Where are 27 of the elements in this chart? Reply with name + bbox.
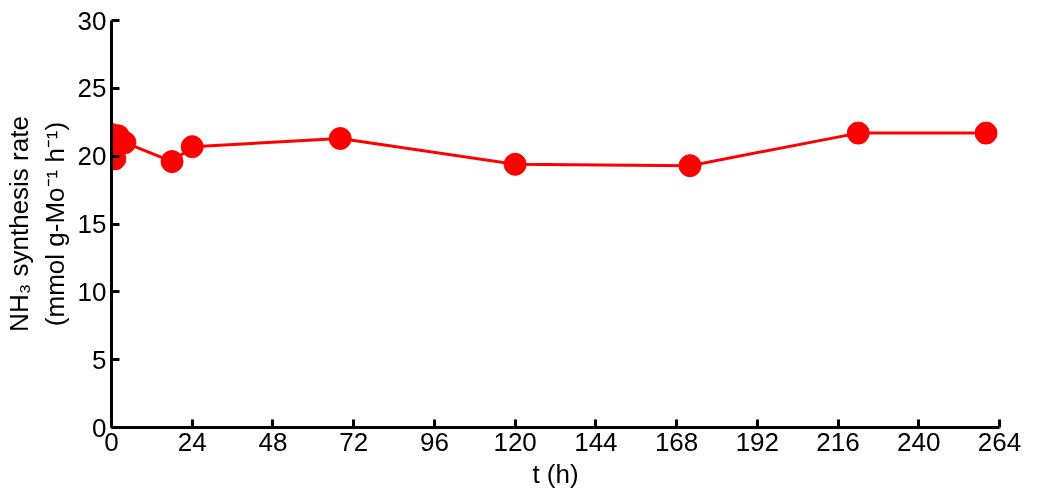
point xyxy=(160,150,184,174)
point xyxy=(678,154,702,178)
x-tick-label: 192 xyxy=(735,426,780,457)
x-tick-label: 48 xyxy=(258,426,288,457)
y-tick-label: 20 xyxy=(77,141,107,172)
y-tick-label: 10 xyxy=(77,276,107,307)
x-tick-label: 24 xyxy=(177,426,207,457)
point xyxy=(113,131,137,155)
point xyxy=(846,121,870,145)
x-tick-label: 120 xyxy=(493,426,537,457)
y-tick-label: 5 xyxy=(92,344,107,375)
x-tick-label: 72 xyxy=(339,426,369,457)
x-tick-label: 168 xyxy=(654,426,699,457)
x-tick-label: 264 xyxy=(977,426,1022,457)
point xyxy=(328,127,352,151)
x-axis-title: t (h) xyxy=(532,458,579,489)
point xyxy=(180,135,204,159)
x-tick-label: 240 xyxy=(897,426,941,457)
point xyxy=(503,152,527,176)
x-tick-label: 216 xyxy=(816,426,860,457)
y-tick-label: 25 xyxy=(77,73,107,104)
y-tick-label: 30 xyxy=(77,5,107,36)
point xyxy=(974,121,998,145)
x-tick-label: 96 xyxy=(419,426,449,457)
x-tick-label: 144 xyxy=(574,426,618,457)
y-tick-label: 15 xyxy=(77,209,107,239)
y-axis-title: NH₃ synthesis rate (mmol g-Mo⁻¹ h⁻¹) xyxy=(3,116,70,332)
